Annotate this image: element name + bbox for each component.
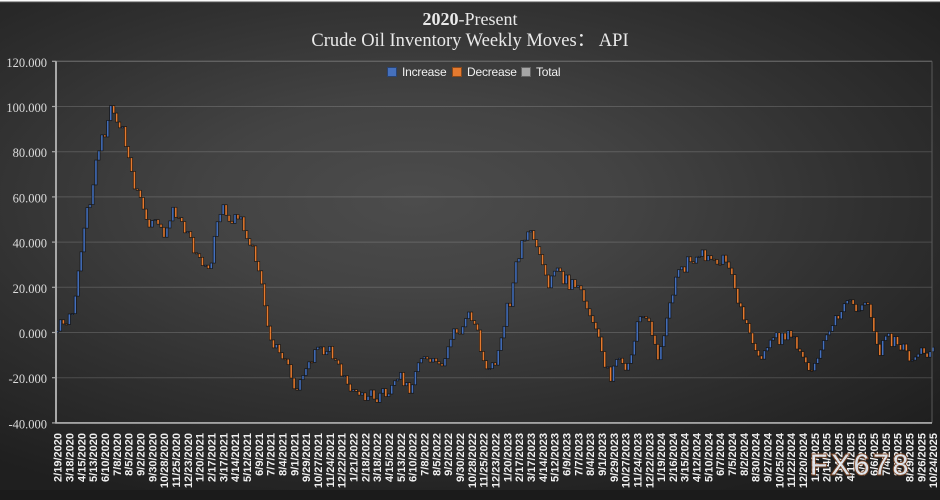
- svg-text:6/9/2023: 6/9/2023: [561, 433, 573, 476]
- svg-text:8/1/2025: 8/1/2025: [893, 433, 905, 476]
- svg-text:3/17/2023: 3/17/2023: [526, 433, 538, 482]
- svg-text:120.000: 120.000: [6, 56, 47, 70]
- svg-text:1/20/2021: 1/20/2021: [195, 433, 207, 482]
- svg-text:3/15/2024: 3/15/2024: [680, 432, 692, 482]
- svg-text:8/5/2020: 8/5/2020: [124, 433, 136, 476]
- svg-text:80.000: 80.000: [13, 146, 47, 160]
- svg-text:7/8/2022: 7/8/2022: [420, 433, 432, 476]
- svg-text:9/1/2023: 9/1/2023: [597, 433, 609, 476]
- svg-text:4/15/2022: 4/15/2022: [384, 433, 396, 482]
- svg-text:20.000: 20.000: [13, 282, 47, 296]
- svg-text:2/18/2022: 2/18/2022: [360, 433, 372, 482]
- svg-text:8/4/2021: 8/4/2021: [278, 433, 290, 476]
- svg-text:11/24/2023: 11/24/2023: [632, 433, 644, 487]
- svg-text:2/14/2025: 2/14/2025: [822, 433, 834, 482]
- svg-text:1/20/2023: 1/20/2023: [502, 433, 514, 482]
- svg-text:6/9/2021: 6/9/2021: [254, 433, 266, 476]
- svg-text:9/29/2021: 9/29/2021: [301, 433, 313, 482]
- svg-text:11/25/2020: 11/25/2020: [171, 433, 183, 487]
- svg-text:7/7/2023: 7/7/2023: [573, 433, 585, 476]
- svg-text:2/19/2020: 2/19/2020: [53, 433, 65, 482]
- svg-text:5/12/2023: 5/12/2023: [550, 433, 562, 482]
- svg-text:7/5/2024: 7/5/2024: [727, 432, 739, 476]
- svg-text:1/17/2025: 1/17/2025: [810, 433, 822, 482]
- svg-text:2/17/2021: 2/17/2021: [207, 433, 219, 482]
- svg-text:4/11/2025: 4/11/2025: [845, 433, 857, 481]
- svg-text:11/25/2022: 11/25/2022: [479, 433, 491, 487]
- svg-text:2/16/2024: 2/16/2024: [668, 432, 680, 482]
- svg-text:12/20/2024: 12/20/2024: [798, 432, 810, 488]
- svg-text:60.000: 60.000: [13, 191, 47, 205]
- svg-text:6/10/2020: 6/10/2020: [100, 433, 112, 482]
- svg-text:0.000: 0.000: [19, 327, 47, 341]
- svg-text:8/30/2024: 8/30/2024: [751, 432, 763, 482]
- svg-text:4/14/2021: 4/14/2021: [230, 433, 242, 482]
- svg-text:10/24/2025: 10/24/2025: [928, 433, 940, 488]
- svg-text:5/9/2025: 5/9/2025: [857, 433, 869, 476]
- svg-text:1/21/2022: 1/21/2022: [349, 433, 361, 482]
- svg-text:1/19/2024: 1/19/2024: [656, 432, 668, 482]
- svg-text:7/4/2025: 7/4/2025: [881, 433, 893, 476]
- svg-text:8/4/2023: 8/4/2023: [585, 433, 597, 476]
- svg-text:3/18/2020: 3/18/2020: [65, 433, 77, 482]
- svg-text:11/24/2021: 11/24/2021: [325, 433, 337, 487]
- svg-text:6/7/2024: 6/7/2024: [715, 432, 727, 476]
- svg-text:12/23/2020: 12/23/2020: [183, 433, 195, 488]
- svg-text:9/26/2025: 9/26/2025: [916, 433, 928, 482]
- svg-text:9/29/2023: 9/29/2023: [609, 433, 621, 482]
- svg-text:5/13/2020: 5/13/2020: [88, 433, 100, 482]
- svg-text:9/1/2021: 9/1/2021: [289, 433, 301, 476]
- svg-text:9/30/2020: 9/30/2020: [147, 433, 159, 482]
- svg-text:10/28/2022: 10/28/2022: [467, 433, 479, 488]
- svg-text:4/12/2024: 4/12/2024: [692, 432, 704, 482]
- svg-text:6/6/2025: 6/6/2025: [869, 433, 881, 476]
- svg-text:5/13/2022: 5/13/2022: [396, 433, 408, 482]
- svg-text:40.000: 40.000: [13, 237, 47, 251]
- svg-text:10/25/2024: 10/25/2024: [774, 432, 786, 488]
- svg-text:8/5/2022: 8/5/2022: [431, 433, 443, 476]
- svg-text:2/17/2023: 2/17/2023: [514, 433, 526, 482]
- svg-text:8/2/2024: 8/2/2024: [739, 432, 751, 476]
- svg-text:6/10/2022: 6/10/2022: [408, 433, 420, 482]
- svg-text:3/14/2025: 3/14/2025: [834, 433, 846, 482]
- svg-text:10/27/2021: 10/27/2021: [313, 433, 325, 488]
- svg-text:4/14/2023: 4/14/2023: [538, 433, 550, 482]
- svg-text:100.000: 100.000: [6, 101, 47, 115]
- svg-text:5/12/2021: 5/12/2021: [242, 433, 254, 482]
- svg-text:10/28/2020: 10/28/2020: [159, 433, 171, 488]
- svg-text:9/2/2022: 9/2/2022: [443, 433, 455, 476]
- svg-text:5/10/2024: 5/10/2024: [703, 432, 715, 482]
- svg-text:9/2/2020: 9/2/2020: [136, 433, 148, 476]
- svg-text:12/22/2023: 12/22/2023: [644, 433, 656, 488]
- svg-text:7/7/2021: 7/7/2021: [266, 433, 278, 476]
- svg-text:3/18/2022: 3/18/2022: [372, 433, 384, 482]
- svg-text:10/27/2023: 10/27/2023: [621, 433, 633, 488]
- svg-text:3/17/2021: 3/17/2021: [218, 433, 230, 482]
- svg-text:8/29/2025: 8/29/2025: [905, 433, 917, 482]
- svg-text:12/23/2022: 12/23/2022: [490, 433, 502, 488]
- svg-text:9/27/2024: 9/27/2024: [763, 432, 775, 482]
- svg-text:4/15/2020: 4/15/2020: [76, 433, 88, 482]
- svg-text:11/22/2024: 11/22/2024: [786, 432, 798, 487]
- svg-text:-40.000: -40.000: [8, 417, 47, 431]
- svg-text:9/30/2022: 9/30/2022: [455, 433, 467, 482]
- svg-text:FX678: FX678: [810, 450, 912, 482]
- svg-text:-20.000: -20.000: [8, 372, 47, 386]
- svg-text:12/22/2021: 12/22/2021: [337, 433, 349, 488]
- svg-text:7/8/2020: 7/8/2020: [112, 433, 124, 476]
